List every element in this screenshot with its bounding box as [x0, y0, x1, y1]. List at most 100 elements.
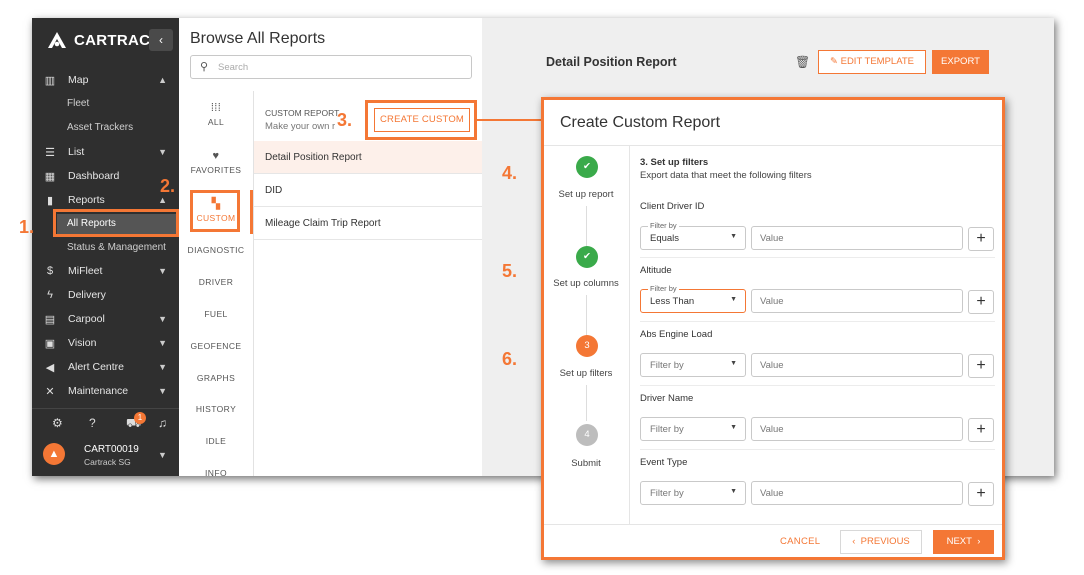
sidebar-item-maintenance[interactable]: ✕ Maintenance ▼	[32, 379, 179, 403]
filter-label: Abs Engine Load	[640, 329, 713, 340]
category-info[interactable]: INFO	[205, 468, 227, 476]
sidebar-item-alert-centre[interactable]: ◀ Alert Centre ▼	[32, 355, 179, 379]
chevron-up-icon: ▲	[158, 195, 167, 205]
next-button[interactable]: NEXT ›	[933, 530, 994, 554]
sidebar-item-label: Dashboard	[68, 170, 120, 182]
filter-value-input[interactable]: Value	[751, 353, 963, 377]
category-history[interactable]: HISTORY	[195, 404, 237, 414]
brand-logo[interactable]: CARTRACK	[46, 30, 161, 50]
sidebar-item-dashboard[interactable]: ▦ Dashboard	[32, 164, 179, 188]
category-geofence[interactable]: GEOFENCE	[190, 341, 242, 351]
search-icon: ⚲	[200, 61, 209, 73]
search-input[interactable]: ⚲ Search	[190, 55, 472, 79]
step-label-2[interactable]: Set up columns	[553, 278, 619, 289]
filter-value-input[interactable]: Value	[751, 417, 963, 441]
add-filter-button[interactable]: +	[968, 290, 994, 314]
brand-name: CARTRACK	[74, 31, 162, 49]
sidebar-item-carpool[interactable]: ▤ Carpool ▼	[32, 307, 179, 331]
filter-operator-select[interactable]: Filter by Less Than ▼	[640, 284, 746, 313]
list-header: CUSTOM REPORT	[265, 108, 340, 118]
select-floating-label: Filter by	[648, 284, 679, 293]
filter-operator-select[interactable]: Filter by ▼	[640, 353, 746, 377]
category-diagnostic[interactable]: DIAGNOSTIC	[187, 245, 245, 255]
select-floating-label: Filter by	[648, 221, 679, 230]
trash-icon[interactable]: 🗑	[795, 55, 811, 69]
notification-badge: 1	[134, 412, 146, 424]
list-item[interactable]: Detail Position Report	[254, 141, 482, 174]
sidebar-item-fleet[interactable]: Fleet	[67, 98, 90, 109]
add-filter-button[interactable]: +	[968, 418, 994, 442]
sidebar-item-vision[interactable]: ▣ Vision ▼	[32, 331, 179, 355]
settings-icon[interactable]: ⚙	[52, 416, 63, 430]
chevron-down-icon: ▼	[158, 266, 167, 276]
filter-divider	[640, 257, 995, 258]
step-label-3[interactable]: Set up filters	[559, 368, 613, 379]
dollar-icon: $	[46, 265, 54, 277]
filter-label: Driver Name	[640, 393, 694, 404]
section-subheading: Export data that meet the following filt…	[640, 170, 812, 181]
annotation-step-6: 6.	[502, 349, 518, 369]
help-icon[interactable]: ?	[89, 416, 96, 430]
category-all[interactable]: ⁞⁞⁞ ALL	[179, 102, 253, 127]
sidebar-item-status-management[interactable]: Status & Management	[67, 242, 166, 253]
sidebar-item-all-reports[interactable]: All Reports	[67, 218, 116, 229]
add-filter-button[interactable]: +	[968, 227, 994, 251]
select-placeholder: Filter by	[650, 360, 684, 371]
sidebar-item-label: Reports	[68, 194, 105, 206]
chevron-down-icon[interactable]: ▼	[158, 450, 167, 460]
filter-divider	[640, 385, 995, 386]
category-favorites[interactable]: ♥ FAVORITES	[179, 150, 253, 175]
filter-operator-select[interactable]: Filter by Equals ▼	[640, 221, 746, 250]
chevron-down-icon: ▼	[158, 314, 167, 324]
sidebar-item-reports[interactable]: ▮ Reports ▲	[32, 188, 179, 212]
sidebar-item-mifleet[interactable]: $ MiFleet ▼	[32, 259, 179, 283]
category-idle[interactable]: IDLE	[205, 436, 227, 446]
avatar[interactable]: ▲	[43, 443, 65, 465]
filter-label: Client Driver ID	[640, 201, 705, 212]
collapse-sidebar-button[interactable]: ‹	[149, 29, 173, 51]
bell-icon[interactable]: ♫	[158, 416, 167, 430]
chevron-down-icon: ▼	[158, 147, 167, 157]
filter-operator-select[interactable]: Filter by ▼	[640, 417, 746, 441]
filter-value-input[interactable]: Value	[751, 481, 963, 505]
step-connector	[586, 385, 587, 421]
sidebar-item-list[interactable]: ☰ List ▼	[32, 140, 179, 164]
edit-template-button[interactable]: ✎ EDIT TEMPLATE	[818, 50, 926, 74]
add-filter-button[interactable]: +	[968, 482, 994, 506]
previous-button[interactable]: ‹ PREVIOUS	[840, 530, 922, 554]
category-graphs[interactable]: GRAPHS	[196, 373, 236, 383]
dashboard-icon: ▦	[44, 170, 56, 183]
filter-value-input[interactable]: Value	[751, 226, 963, 250]
filter-divider	[640, 449, 995, 450]
step-label-1[interactable]: Set up report	[558, 189, 614, 200]
sidebar-item-asset-trackers[interactable]: Asset Trackers	[67, 122, 134, 133]
list-item[interactable]: DID	[254, 174, 482, 207]
category-fuel[interactable]: FUEL	[204, 309, 228, 319]
category-driver[interactable]: DRIVER	[198, 277, 234, 287]
category-label: CUSTOM	[196, 213, 236, 223]
sidebar-divider	[32, 408, 179, 409]
selected-category-indicator	[250, 190, 253, 234]
sidebar-item-label: List	[68, 146, 85, 158]
step-label-4[interactable]: Submit	[571, 458, 601, 469]
map-icon: ▥	[44, 74, 56, 87]
list-item[interactable]: Mileage Claim Trip Report	[254, 207, 482, 240]
add-filter-button[interactable]: +	[968, 354, 994, 378]
chevron-left-icon: ‹	[852, 536, 856, 547]
active-item-highlight	[57, 214, 177, 236]
chevron-down-icon: ▼	[158, 386, 167, 396]
create-custom-button[interactable]: CREATE CUSTOM	[374, 108, 470, 132]
filter-label: Altitude	[640, 265, 672, 276]
category-custom[interactable]: ▚ CUSTOM	[179, 197, 253, 223]
sidebar-item-map[interactable]: ▥ Map ▲	[32, 68, 179, 92]
step-connector	[586, 206, 587, 248]
filter-value-input[interactable]: Value	[751, 289, 963, 313]
export-button[interactable]: EXPORT	[932, 50, 989, 74]
caret-down-icon: ▼	[730, 360, 737, 367]
cancel-button[interactable]: CANCEL	[780, 536, 821, 547]
caret-down-icon: ▼	[730, 233, 737, 240]
sidebar-item-delivery[interactable]: ϟ Delivery	[32, 283, 179, 307]
filter-operator-select[interactable]: Filter by ▼	[640, 481, 746, 505]
previous-label: PREVIOUS	[860, 536, 910, 547]
caret-down-icon: ▼	[730, 296, 737, 303]
